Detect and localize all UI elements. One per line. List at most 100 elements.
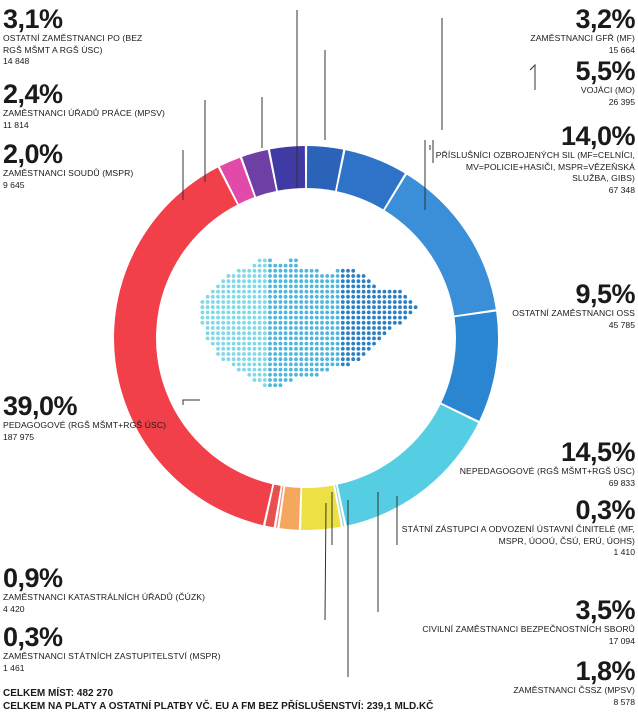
map-dot <box>304 357 309 362</box>
map-dot <box>268 274 272 278</box>
map-dot <box>320 300 324 304</box>
map-dot <box>288 300 293 304</box>
map-dot <box>257 305 262 310</box>
map-dot <box>268 320 272 325</box>
map-dot <box>288 362 293 367</box>
map-dot <box>392 300 397 304</box>
map-dot <box>257 336 262 341</box>
map-dot <box>221 279 226 284</box>
map-dot <box>372 331 376 336</box>
map-dot <box>205 305 210 310</box>
map-dot <box>340 268 345 273</box>
desc-vojaci: Vojáci (MO) <box>580 85 635 95</box>
map-dot <box>361 279 366 284</box>
map-dot <box>351 341 356 346</box>
map-dot <box>346 331 350 336</box>
map-dot <box>205 320 210 325</box>
map-dot <box>242 268 246 273</box>
pct-vojaci: 5,5% <box>575 56 635 86</box>
map-dot <box>304 341 309 346</box>
map-dot <box>210 315 215 320</box>
map-dot <box>346 268 350 273</box>
map-dot <box>268 357 272 362</box>
map-dot <box>299 352 304 356</box>
map-dot <box>356 300 361 304</box>
map-dot <box>257 263 262 268</box>
map-dot <box>252 378 257 382</box>
map-dot <box>288 284 293 289</box>
map-dot <box>226 352 231 356</box>
desc-pedagogove: Pedagogové (RgŠ MŠMT+RgŠ ÚSC) <box>3 420 167 430</box>
map-dot <box>294 310 298 315</box>
map-dot <box>299 315 304 320</box>
map-dot <box>288 263 293 268</box>
map-dot <box>231 357 236 362</box>
map-dot <box>314 305 319 310</box>
map-dot <box>242 326 246 330</box>
map-dot <box>340 294 345 299</box>
map-dot <box>273 294 278 299</box>
map-dot <box>268 341 272 346</box>
map-dot <box>252 320 257 325</box>
map-dot <box>236 289 241 294</box>
map-dot <box>320 326 324 330</box>
map-dot <box>288 258 293 263</box>
map-dot <box>340 352 345 356</box>
map-dot <box>278 352 283 356</box>
pct-civilni: 3,5% <box>575 595 635 625</box>
map-dot <box>356 284 361 289</box>
map-dot <box>288 331 293 336</box>
desc-katastralni: Zaměstnanci katastrálních úřadů (ČÚZK) <box>3 592 206 602</box>
map-dot <box>346 305 350 310</box>
map-dot <box>346 315 350 320</box>
map-dot <box>288 305 293 310</box>
map-dot <box>262 326 267 330</box>
map-dot <box>346 357 350 362</box>
map-dot <box>221 326 226 330</box>
map-dot <box>299 300 304 304</box>
map-dot <box>288 310 293 315</box>
map-dot <box>273 326 278 330</box>
map-dot <box>278 326 283 330</box>
map-dot <box>361 300 366 304</box>
map-dot <box>294 284 298 289</box>
map-dot <box>356 305 361 310</box>
map-dot <box>210 300 215 304</box>
map-dot <box>382 300 387 304</box>
desc-zastupitelstvi: Zaměstnanci státních zastupitelství (MSP… <box>3 651 221 661</box>
label-oss: 9,5% Ostatní zaměstnanci OSS 45 785 <box>475 280 635 331</box>
map-dot <box>377 336 382 341</box>
map-dot <box>351 346 356 351</box>
map-dot <box>377 315 382 320</box>
map-dot <box>247 331 252 336</box>
map-dot <box>372 315 376 320</box>
map-dot <box>247 305 252 310</box>
map-dot <box>392 320 397 325</box>
map-dot <box>351 300 356 304</box>
pct-katastralni: 0,9% <box>3 563 63 593</box>
map-dot <box>366 315 371 320</box>
count-nepedagogove: 69 833 <box>608 477 635 488</box>
count-cssz: 8 578 <box>613 696 635 707</box>
map-dot <box>356 352 361 356</box>
map-dot <box>299 336 304 341</box>
map-dot <box>398 310 402 315</box>
map-dot <box>257 326 262 330</box>
map-dot <box>330 341 335 346</box>
map-dot <box>314 300 319 304</box>
map-dot <box>392 305 397 310</box>
map-dot <box>283 310 288 315</box>
map-dot <box>210 294 215 299</box>
map-dot <box>242 284 246 289</box>
map-dot <box>262 305 267 310</box>
map-dot <box>330 362 335 367</box>
map-dot <box>294 341 298 346</box>
map-dot <box>299 372 304 377</box>
map-dot <box>403 305 408 310</box>
map-dot <box>268 367 272 372</box>
map-dot <box>288 367 293 372</box>
map-dot <box>252 372 257 377</box>
map-dot <box>273 300 278 304</box>
map-dot <box>262 294 267 299</box>
map-dot <box>252 346 257 351</box>
